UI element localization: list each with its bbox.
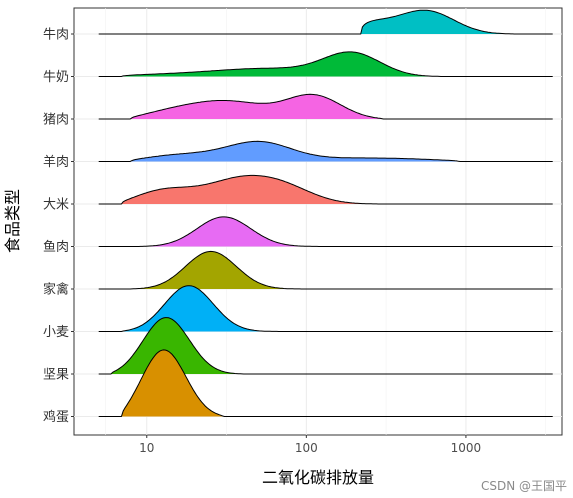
x-tick-label: 100 (295, 441, 318, 455)
y-tick-label: 大米 (43, 198, 69, 213)
ridge-fill-6 (98, 216, 553, 247)
y-tick-label: 猪肉 (43, 113, 69, 128)
ridge-fill-3 (98, 94, 553, 119)
watermark: CSDN @王国平 (480, 479, 567, 493)
y-axis-title: 食品类型 (3, 189, 22, 253)
y-tick-label: 牛奶 (43, 70, 69, 85)
ridge-outline-2 (98, 51, 553, 77)
y-tick-label: 羊肉 (43, 154, 69, 170)
x-tick-label: 1000 (451, 441, 482, 455)
ridge-fill-5 (98, 175, 553, 204)
ridge-outline-7 (98, 250, 553, 290)
ridge-fill-2 (98, 51, 553, 77)
ridge-outline-6 (98, 216, 553, 247)
y-tick-label: 牛肉 (43, 28, 69, 43)
ridge-fill-9 (98, 317, 553, 374)
y-tick-label: 坚果 (43, 368, 69, 383)
y-tick-label: 小麦 (43, 325, 69, 340)
x-tick-label: 10 (139, 441, 154, 455)
x-axis-title: 二氧化碳排放量 (262, 468, 374, 487)
y-tick-label: 家禽 (43, 282, 69, 298)
ridge-outline-8 (98, 285, 553, 332)
ridge-fill-1 (98, 10, 553, 34)
ridge-outline-4 (98, 140, 553, 162)
ridge-fill-7 (98, 251, 553, 289)
y-tick-label: 鸡蛋 (43, 409, 69, 425)
ridge-fill-4 (98, 141, 553, 162)
ridge-fill-8 (98, 285, 553, 332)
ridge-outline-5 (98, 174, 553, 205)
x-tick-labels: 10 100 1000 (139, 435, 481, 455)
ridge-outline-10 (98, 349, 553, 417)
ridge-outline-3 (98, 93, 553, 120)
y-tick-label: 鱼肉 (43, 239, 69, 255)
ridges (98, 9, 553, 417)
ridge-outline-9 (98, 317, 553, 375)
ridge-outline-1 (98, 9, 553, 35)
